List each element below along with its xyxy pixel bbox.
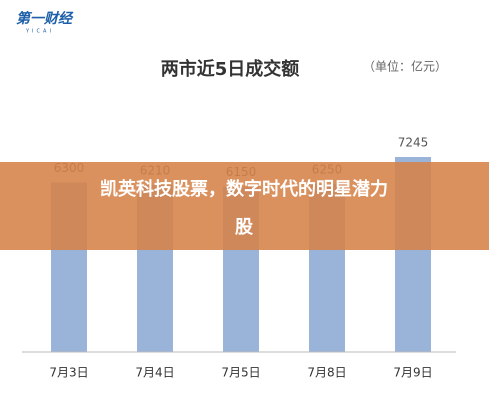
x-tick-label: 7月9日 bbox=[393, 366, 432, 380]
logo-text: 第一财经 bbox=[16, 10, 74, 27]
chart-subtitle: （单位：亿元） bbox=[363, 59, 447, 74]
x-tick-label: 7月8日 bbox=[307, 366, 346, 380]
logo: 第一财经 YICAI bbox=[16, 10, 74, 35]
logo-sub: YICAI bbox=[25, 29, 54, 35]
x-tick-label: 7月4日 bbox=[135, 366, 174, 380]
x-tick-label: 7月5日 bbox=[221, 366, 260, 380]
value-label: 7245 bbox=[398, 136, 429, 150]
banner-background bbox=[0, 162, 489, 250]
x-tick-label: 7月3日 bbox=[49, 366, 88, 380]
chart-title: 两市近5日成交额 bbox=[161, 58, 300, 80]
banner-text: 凯英科技股票，数字时代的明星潜力股 bbox=[100, 178, 388, 238]
